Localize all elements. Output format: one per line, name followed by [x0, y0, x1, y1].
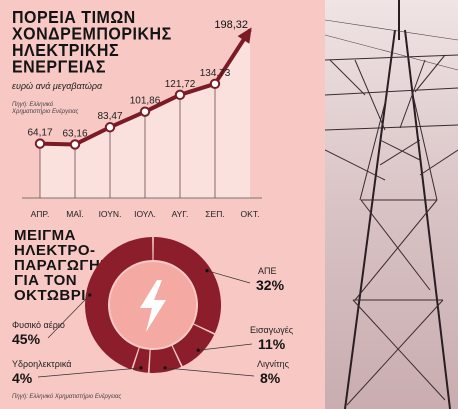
data-label: 83,47 — [97, 111, 122, 122]
leader-dot — [196, 348, 200, 352]
donut-slice — [172, 324, 215, 367]
leader-line — [198, 343, 253, 351]
chart-title: ΠΟΡΕΙΑ ΤΙΜΩΝ ΧΟΝΔΡΕΜΠΟΡΙΚΗΣ ΗΛΕΚΤΡΙΚΗΣ Ε… — [12, 8, 202, 78]
leader-line — [37, 367, 142, 378]
data-label: 63,16 — [62, 128, 87, 139]
chart-source: Πηγή: Ελληνικό Χρηματιστήριο Ενέργειας — [12, 102, 79, 115]
line-arrow-head — [237, 27, 252, 44]
x-tick-label: ΟΚΤ. — [241, 209, 260, 219]
mix-title-line: ΓΙΑ ΤΟΝ — [14, 272, 78, 289]
data-point — [209, 78, 221, 90]
power-pylon-photo — [325, 0, 458, 409]
donut-slice — [153, 237, 222, 334]
data-point — [174, 89, 186, 101]
donut-slice — [85, 237, 153, 370]
chart-title-line: ΧΟΝΔΡΕΜΠΟΡΙΚΗΣ — [12, 25, 172, 45]
generation-mix-donut — [37, 237, 255, 378]
mix-title: ΜΕΙΓΜΑ ΗΛΕΚΤΡΟ- ΠΑΡΑΓΩΓΗΣ ΓΙΑ ΤΟΝ ΟΚΤΩΒΡ… — [14, 228, 134, 303]
chart-title-line: ΕΝΕΡΓΕΙΑΣ — [12, 58, 106, 78]
slice-value-ape: 32% — [256, 277, 285, 293]
data-point — [139, 106, 151, 117]
x-tick-label: ΙΟΥΝ. — [99, 209, 122, 219]
price-line-chart: 64,17 63,1683,47101,86121,72134,73198,32 … — [22, 19, 262, 219]
slice-name-hydro: Υδροηλεκτρικά — [12, 359, 72, 369]
chart-title-line: ΠΟΡΕΙΑ ΤΙΜΩΝ — [12, 8, 136, 28]
data-point — [69, 139, 81, 150]
leader-dot — [139, 366, 143, 370]
mix-title-line: ΠΑΡΑΓΩΓΗΣ — [14, 257, 110, 274]
data-label: 64,17 — [27, 128, 52, 139]
mix-title-line: ΟΚΤΩΒΡΙΟ — [14, 287, 99, 304]
slice-value-gas: 45% — [12, 331, 41, 347]
slice-value-hydro: 4% — [12, 370, 33, 386]
mix-title-line: ΜΕΙΓΜΑ — [14, 227, 77, 244]
data-label: 121,72 — [165, 79, 196, 90]
data-label: 198,32 — [214, 19, 248, 31]
leader-line — [164, 367, 255, 377]
mix-title-line: ΗΛΕΚΤΡΟ- — [14, 242, 96, 259]
slice-name-lignite: Λιγνίτης — [257, 359, 289, 369]
x-tick-label: ΑΠΡ. — [31, 209, 50, 219]
slice-value-imports: 11% — [258, 336, 286, 352]
leader-line — [206, 270, 251, 284]
data-label: 101,86 — [130, 96, 161, 107]
chart-subtitle: ευρώ ανά μεγαβατώρα — [12, 81, 103, 91]
donut-slice — [132, 347, 150, 373]
data-label: 134,73 — [200, 68, 231, 79]
lightning-bolt-icon — [140, 280, 166, 332]
leader-dot — [163, 366, 167, 370]
x-tick-label: ΙΟΥΛ. — [134, 209, 156, 219]
data-point — [104, 122, 116, 133]
slice-name-gas: Φυσικό αέριο — [12, 320, 65, 330]
donut-slice — [149, 345, 182, 373]
slice-name-ape: ΑΠΕ — [258, 266, 277, 276]
leader-dot — [205, 269, 209, 273]
leader-line — [47, 294, 91, 339]
x-tick-label: ΣΕΠ. — [205, 209, 224, 219]
leader-dot — [88, 293, 92, 297]
slice-value-lignite: 8% — [260, 370, 281, 386]
slice-name-imports: Εισαγωγές — [250, 325, 294, 335]
x-tick-label: ΑΥΓ. — [172, 209, 189, 219]
mix-source: Πηγή: Ελληνικό Χρηματιστήριο Ενέργειας — [12, 394, 122, 400]
data-point — [34, 138, 46, 149]
x-tick-label: ΜΑΪ. — [66, 209, 83, 219]
chart-title-line: ΗΛΕΚΤΡΙΚΗΣ — [12, 41, 120, 61]
